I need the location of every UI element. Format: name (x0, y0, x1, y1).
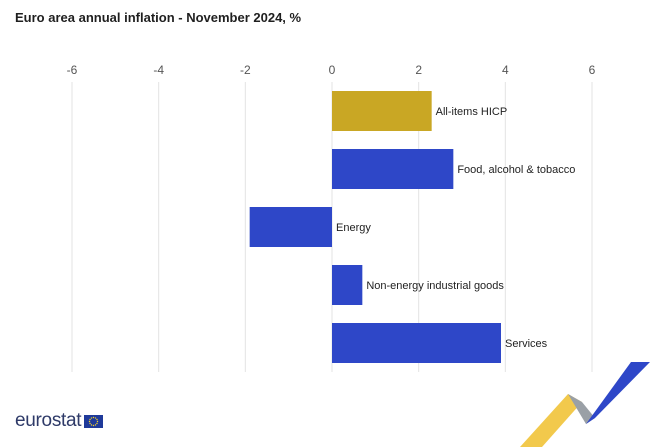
category-label: Non-energy industrial goods (366, 280, 504, 292)
x-tick-label: -2 (240, 63, 251, 77)
x-tick-label: -6 (67, 63, 78, 77)
x-tick-label: 6 (589, 63, 596, 77)
eurostat-logo: eurostat (15, 410, 104, 432)
bar-chart: -6 -4 -2 0 2 4 6 All-items HICP Food, alcohol &… (67, 63, 596, 372)
swoosh-yellow-band (520, 394, 582, 447)
flag-star (91, 423, 93, 426)
eu-flag-icon (84, 414, 104, 428)
bar (249, 207, 332, 247)
swoosh-blue-band (586, 362, 650, 424)
flag-star (89, 418, 92, 420)
flag-star (95, 423, 97, 426)
flag-star (96, 418, 98, 420)
x-tick-label: 4 (502, 63, 509, 77)
flag-star (91, 416, 93, 419)
category-labels: All-items HICP Food, alcohol & tobacco Ene… (336, 106, 575, 350)
bar (332, 149, 454, 189)
eurostat-swoosh-graphic (520, 362, 650, 447)
flag-star (95, 416, 97, 419)
category-label: Food, alcohol & tobacco (457, 164, 575, 176)
flag-star (93, 424, 95, 426)
x-axis-ticks: -6 -4 -2 0 2 4 6 (67, 63, 596, 77)
category-label: Energy (336, 222, 371, 234)
eu-flag-stars (89, 416, 99, 426)
eu-flag-background (84, 414, 104, 428)
category-label: All-items HICP (436, 106, 508, 118)
swoosh-grey-band (568, 394, 595, 424)
x-tick-label: 2 (415, 63, 422, 77)
bar (332, 91, 432, 131)
bars (249, 91, 501, 363)
x-tick-label: 0 (329, 63, 336, 77)
flag-star (97, 420, 99, 422)
flag-star (96, 422, 98, 424)
eurostat-wordmark: eurostat (15, 410, 82, 431)
category-label: Services (505, 338, 548, 350)
chart-title: Euro area annual inflation - November 20… (15, 10, 302, 25)
flag-star (93, 416, 95, 418)
bar (332, 265, 363, 305)
flag-star (89, 422, 92, 424)
bar (332, 323, 501, 363)
flag-star (89, 420, 91, 422)
x-tick-label: -4 (153, 63, 164, 77)
